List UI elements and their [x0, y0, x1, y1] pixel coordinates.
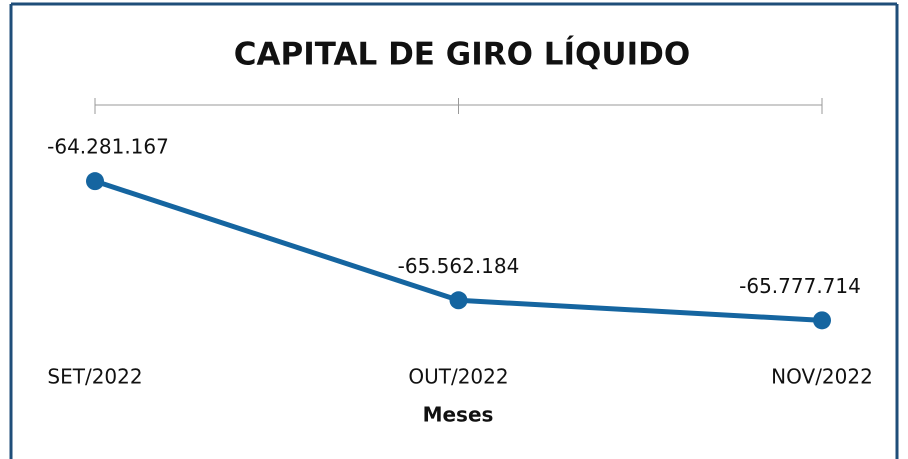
data-label: -65.562.184 — [398, 254, 520, 278]
chart-title: CAPITAL DE GIRO LÍQUIDO — [234, 37, 690, 73]
data-point — [449, 291, 468, 310]
x-tick-label: SET/2022 — [47, 365, 142, 389]
data-label: -64.281.167 — [47, 135, 169, 159]
data-label: -65.777.714 — [739, 274, 861, 298]
data-point — [813, 311, 831, 330]
x-tick-label: OUT/2022 — [408, 365, 508, 389]
x-tick-label: NOV/2022 — [771, 365, 873, 389]
data-point — [86, 172, 104, 191]
x-axis-title: Meses — [423, 403, 494, 427]
